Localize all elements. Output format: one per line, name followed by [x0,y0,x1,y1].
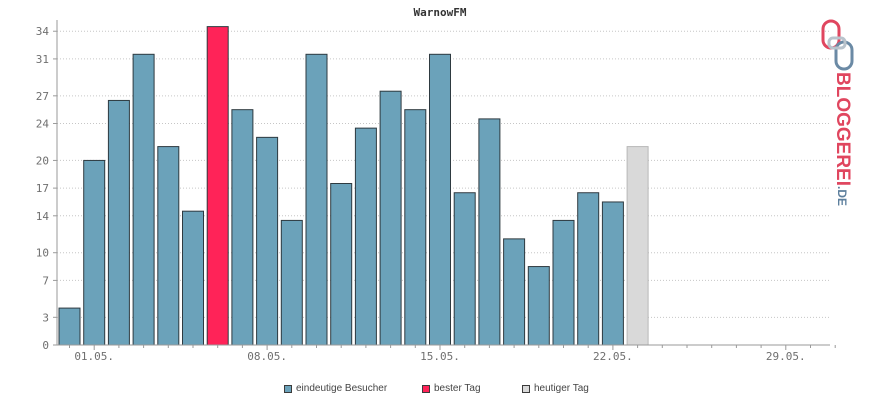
legend-swatch-today [522,384,530,393]
legend-item-today: heutiger Tag [522,383,589,394]
y-tick-label: 34 [36,25,50,38]
y-tick-label: 27 [36,90,49,103]
bar-visitors [280,219,303,346]
y-tick-label: 17 [36,182,49,195]
legend-swatch-best-day [422,384,430,393]
bar-visitors [330,183,353,346]
y-tick-label: 24 [36,118,50,131]
y-tick-label: 20 [36,154,49,167]
bar-visitors [429,53,451,346]
x-tick-label: 01.05. [74,350,114,363]
axes: 0 3 7 10 14 17 20 24 27 31 34 01.05. 08.05. 15.05. 22.… [36,20,836,363]
bar-visitors [404,109,427,346]
bar-visitors [157,146,180,346]
y-tick-label: 3 [42,311,49,324]
bar-visitors [503,238,526,346]
legend-label-best-day: bester Tag [434,383,481,394]
bar-visitors [453,192,476,346]
y-tick-label: 0 [42,339,49,352]
x-tick-label: 08.05. [247,350,287,363]
x-tick-label: 15.05. [420,350,460,363]
bar-visitors [107,99,130,346]
logo-wordmark-suffix: .DE [835,186,849,207]
bar-best-day [206,26,229,346]
legend-label-today: heutiger Tag [534,383,589,394]
logo-mark-icon [821,19,854,71]
logo-wordmark: BLOGGEREI.DE [831,72,853,206]
bar-visitors [354,127,377,346]
x-tick-label: 22.05. [593,350,633,363]
bar-visitors [552,219,575,346]
logo-wordmark-main: BLOGGEREI [832,72,853,187]
bar-visitors [527,266,550,346]
y-tick-label: 10 [36,247,49,260]
bar-visitors [231,109,254,346]
bar-visitors [58,307,81,346]
bar-visitors [379,90,402,346]
bar-visitors [182,210,204,346]
legend-label-visitors: eindeutige Besucher [296,383,388,394]
chart-title: WarnowFM [414,6,467,19]
bar-today [626,146,649,346]
bar-visitors [132,53,155,346]
bar-visitors [305,53,328,346]
bloggerei-logo [812,18,866,218]
y-tick-label: 14 [36,210,50,223]
chart-legend: eindeutige Besucher bester Tag heutiger … [0,383,870,399]
bar-visitors [577,192,600,346]
legend-swatch-visitors [284,384,292,393]
bar-visitors [83,159,106,346]
bar-visitors [256,136,279,346]
legend-item-best-day: bester Tag [422,383,481,394]
bars [58,26,649,346]
bar-visitors [601,201,624,346]
bar-visitors [478,118,501,346]
y-tick-label: 7 [42,274,49,287]
y-tick-label: 31 [36,53,49,66]
legend-item-visitors: eindeutige Besucher [284,383,387,394]
x-tick-label: 29.05. [766,350,806,363]
